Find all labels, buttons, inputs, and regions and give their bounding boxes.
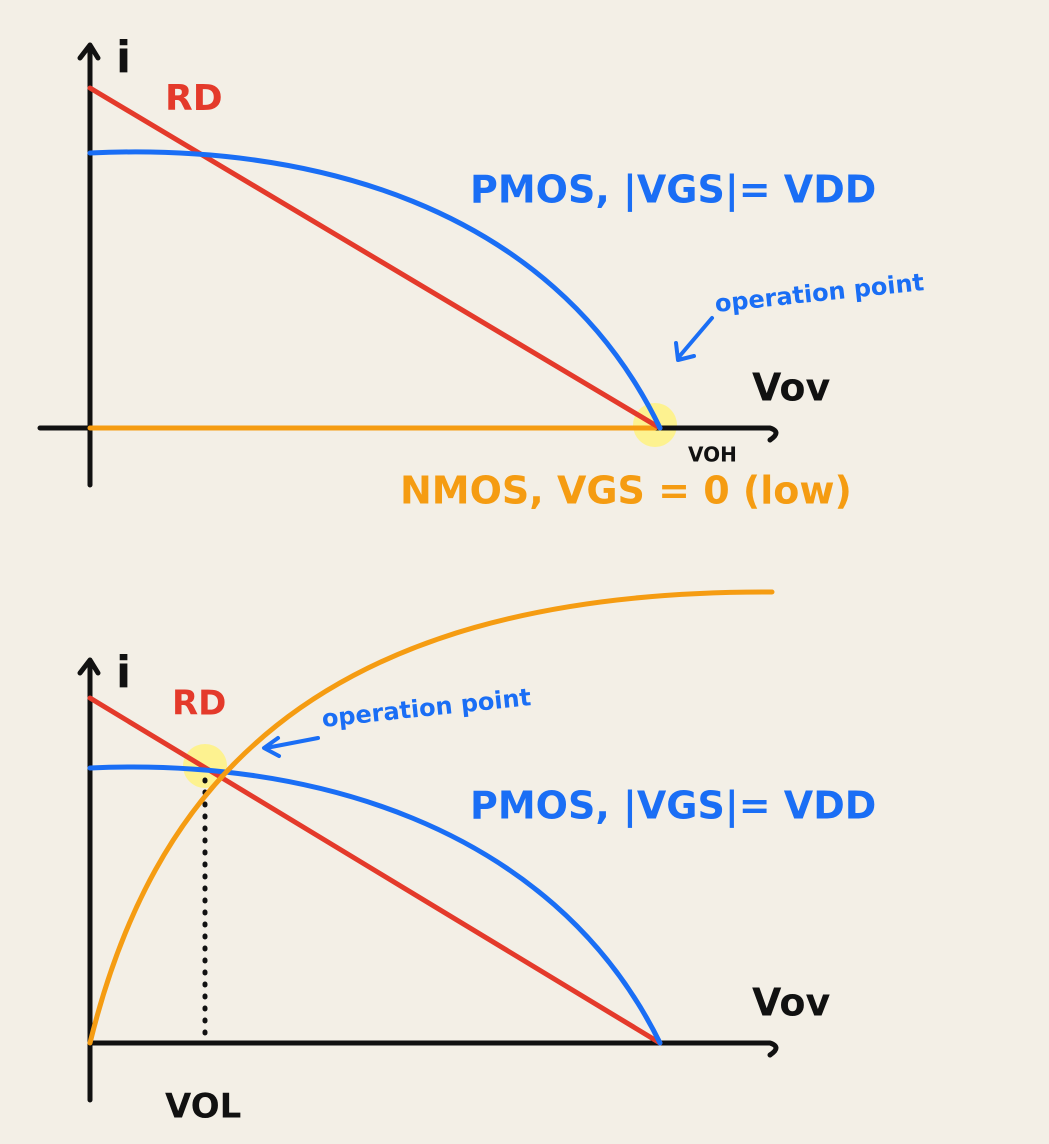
load-line-label: RD <box>165 78 223 119</box>
load-line <box>87 695 663 1046</box>
panel-top <box>37 42 779 488</box>
y-axis-label: i <box>116 32 131 83</box>
y-axis-label: i <box>116 647 131 698</box>
panel-bottom <box>77 589 779 1103</box>
pmos-curve <box>87 149 663 431</box>
x-axis-label: Vov <box>752 981 830 1025</box>
x-axis <box>37 425 779 443</box>
annotation-arrow <box>262 736 320 758</box>
point-label: VOH <box>688 443 737 467</box>
x-axis <box>87 1040 779 1058</box>
nmos-label: NMOS, VGS = 0 (low) <box>400 469 852 513</box>
pmos-label: PMOS, |VGS|= VDD <box>470 168 876 213</box>
pmos-curve <box>87 764 663 1046</box>
load-line-label: RD <box>172 684 226 724</box>
y-axis <box>77 42 101 488</box>
x-axis-label: Vov <box>752 366 830 410</box>
nmos-curve <box>87 589 775 1046</box>
pmos-label: PMOS, |VGS|= VDD <box>470 784 876 829</box>
point-label: VOL <box>165 1087 241 1127</box>
y-axis <box>77 657 101 1103</box>
annotation-arrow <box>674 316 714 362</box>
load-line <box>87 85 663 431</box>
